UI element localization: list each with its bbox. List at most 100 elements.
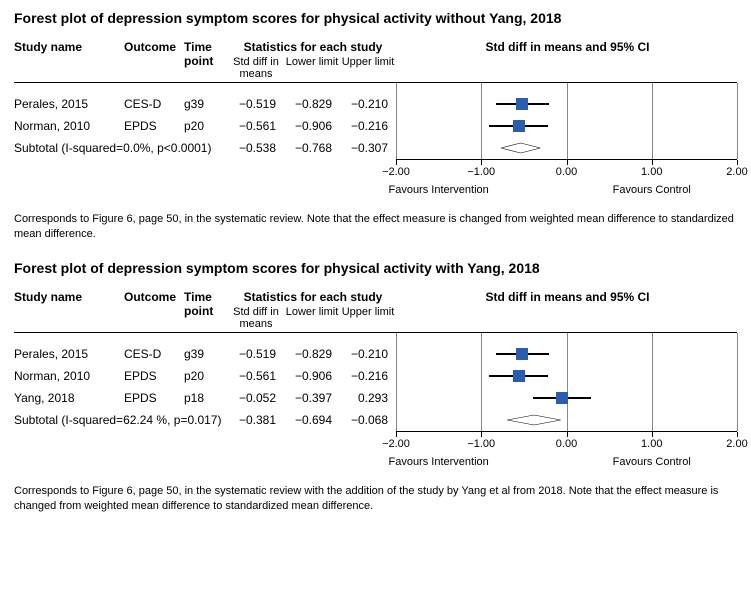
cell-upper: −0.068 [340, 413, 396, 427]
axis-tick-label: −1.00 [467, 438, 495, 450]
axis-tick [737, 432, 738, 437]
cell-time: g39 [184, 347, 228, 361]
cell-std: −0.561 [228, 119, 284, 133]
study-row: Norman, 2010 EPDS p20 −0.561 −0.906 −0.2… [14, 365, 737, 387]
cell-ci [396, 137, 737, 159]
cell-ci [396, 409, 737, 431]
header-std: Std diff in means [228, 306, 284, 330]
favours-right-label: Favours Control [613, 456, 691, 468]
cell-outcome: CES-D [124, 97, 184, 111]
cell-upper: −0.210 [340, 347, 396, 361]
axis-tick [396, 160, 397, 165]
cell-ci [396, 343, 737, 365]
subtotal-row: Subtotal (I-squared=62.24 %, p=0.017) −0… [14, 409, 737, 431]
cell-lower: −0.397 [284, 391, 340, 405]
forest-plot: Forest plot of depression symptom scores… [14, 260, 737, 514]
cell-upper: 0.293 [340, 391, 396, 405]
cell-ci [396, 115, 737, 137]
axis-tick [652, 432, 653, 437]
axis-tick-label: −1.00 [467, 166, 495, 178]
header-std: Std diff in means [228, 56, 284, 80]
axis-tick-label: 2.00 [726, 438, 747, 450]
header-lower: Lower limit [284, 56, 340, 80]
cell-upper: −0.216 [340, 119, 396, 133]
cell-lower: −0.906 [284, 369, 340, 383]
gridline [737, 333, 738, 431]
study-row: Norman, 2010 EPDS p20 −0.561 −0.906 −0.2… [14, 115, 737, 137]
cell-std: −0.538 [228, 141, 284, 155]
axis-tick-label: 1.00 [641, 166, 662, 178]
subtotal-row: Subtotal (I-squared=0.0%, p<0.0001) −0.5… [14, 137, 737, 159]
header-time: Time point [184, 40, 228, 68]
cell-study: Yang, 2018 [14, 391, 124, 405]
rows-region: Perales, 2015 CES-D g39 −0.519 −0.829 −0… [14, 333, 737, 431]
cell-time: g39 [184, 97, 228, 111]
cell-outcome: EPDS [124, 391, 184, 405]
study-row: Perales, 2015 CES-D g39 −0.519 −0.829 −0… [14, 93, 737, 115]
cell-ci [396, 387, 737, 409]
study-row: Perales, 2015 CES-D g39 −0.519 −0.829 −0… [14, 343, 737, 365]
header-outcome: Outcome [124, 290, 184, 304]
diamond-icon [396, 409, 737, 431]
cell-study: Perales, 2015 [14, 97, 124, 111]
header-outcome: Outcome [124, 40, 184, 54]
cell-time: p18 [184, 391, 228, 405]
header-study: Study name [14, 290, 124, 304]
header-ci: Std diff in means and 95% CI [398, 290, 737, 304]
header-stats: Statistics for each study Std diff in me… [228, 40, 398, 80]
subtotal-label: Subtotal (I-squared=62.24 %, p=0.017) [14, 413, 228, 427]
cell-ci [396, 365, 737, 387]
axis-tick [481, 432, 482, 437]
axis-tick [396, 432, 397, 437]
column-headers: Study name Outcome Time point Statistics… [14, 290, 737, 333]
x-axis: −2.00−1.000.001.002.00Favours Interventi… [396, 159, 737, 204]
favours-right-label: Favours Control [613, 184, 691, 196]
header-lower: Lower limit [284, 306, 340, 330]
subtotal-label: Subtotal (I-squared=0.0%, p<0.0001) [14, 141, 228, 155]
cell-outcome: CES-D [124, 347, 184, 361]
caption: Corresponds to Figure 6, page 50, in the… [14, 212, 737, 242]
caption: Corresponds to Figure 6, page 50, in the… [14, 484, 737, 514]
cell-time: p20 [184, 119, 228, 133]
header-study: Study name [14, 40, 124, 54]
cell-lower: −0.829 [284, 347, 340, 361]
cell-std: −0.519 [228, 347, 284, 361]
cell-study: Norman, 2010 [14, 369, 124, 383]
cell-std: −0.381 [228, 413, 284, 427]
point-estimate-marker [516, 348, 528, 360]
cell-lower: −0.829 [284, 97, 340, 111]
axis-tick-label: 1.00 [641, 438, 662, 450]
header-ci: Std diff in means and 95% CI [398, 40, 737, 54]
header-upper: Upper limit [340, 56, 396, 80]
cell-outcome: EPDS [124, 369, 184, 383]
axis-tick-label: 2.00 [726, 166, 747, 178]
forest-plot: Forest plot of depression symptom scores… [14, 10, 737, 242]
header-upper: Upper limit [340, 306, 396, 330]
cell-upper: −0.307 [340, 141, 396, 155]
cell-upper: −0.210 [340, 97, 396, 111]
cell-time: p20 [184, 369, 228, 383]
point-estimate-marker [513, 120, 525, 132]
favours-left-label: Favours Intervention [388, 184, 488, 196]
cell-study: Perales, 2015 [14, 347, 124, 361]
axis-tick [567, 160, 568, 165]
point-estimate-marker [556, 392, 568, 404]
column-headers: Study name Outcome Time point Statistics… [14, 40, 737, 83]
cell-ci [396, 93, 737, 115]
header-stats: Statistics for each study Std diff in me… [228, 290, 398, 330]
point-estimate-marker [516, 98, 528, 110]
plot-title: Forest plot of depression symptom scores… [14, 260, 737, 276]
axis-tick-label: −2.00 [382, 438, 410, 450]
x-axis: −2.00−1.000.001.002.00Favours Interventi… [396, 431, 737, 476]
axis-tick-label: 0.00 [556, 438, 577, 450]
cell-lower: −0.694 [284, 413, 340, 427]
plot-title: Forest plot of depression symptom scores… [14, 10, 737, 26]
axis-tick [652, 160, 653, 165]
point-estimate-marker [513, 370, 525, 382]
cell-lower: −0.906 [284, 119, 340, 133]
axis-tick-label: 0.00 [556, 166, 577, 178]
axis-tick-label: −2.00 [382, 166, 410, 178]
axis-tick [481, 160, 482, 165]
gridline [737, 83, 738, 159]
cell-std: −0.519 [228, 97, 284, 111]
